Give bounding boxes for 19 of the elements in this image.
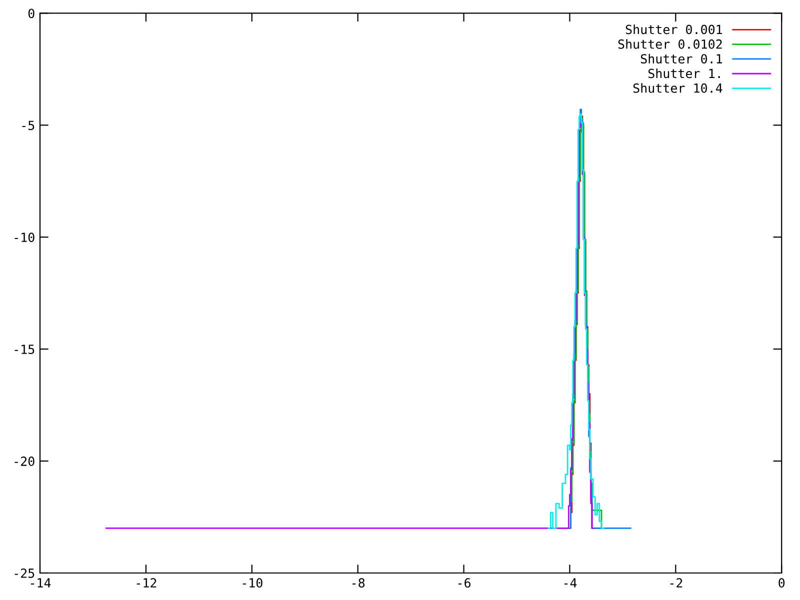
x-tick-label: -10 — [242, 578, 262, 588]
y-tick-label: -5 — [22, 120, 34, 130]
y-tick-label: -25 — [14, 568, 34, 578]
x-tick-label: -14 — [30, 578, 51, 588]
x-tick-label: -12 — [136, 578, 156, 588]
x-tick-label: -2 — [670, 578, 682, 588]
x-tick-label: -8 — [352, 578, 365, 588]
y-tick-label: -10 — [14, 232, 34, 242]
legend-label: Shutter 0.001 — [626, 24, 722, 34]
legend-label: Shutter 0.1 — [640, 54, 722, 64]
x-tick-label: 0 — [778, 578, 785, 588]
y-tick-label: 0 — [28, 8, 34, 18]
x-tick-label: -6 — [458, 578, 470, 588]
legend-label: Shutter 1. — [648, 68, 720, 78]
y-tick-label: -20 — [14, 456, 34, 466]
legend-label: Shutter 0.0102 — [618, 39, 722, 49]
y-tick-label: -15 — [14, 344, 34, 354]
x-tick-label: -4 — [564, 578, 577, 588]
legend-label: Shutter 10.4 — [633, 83, 722, 93]
